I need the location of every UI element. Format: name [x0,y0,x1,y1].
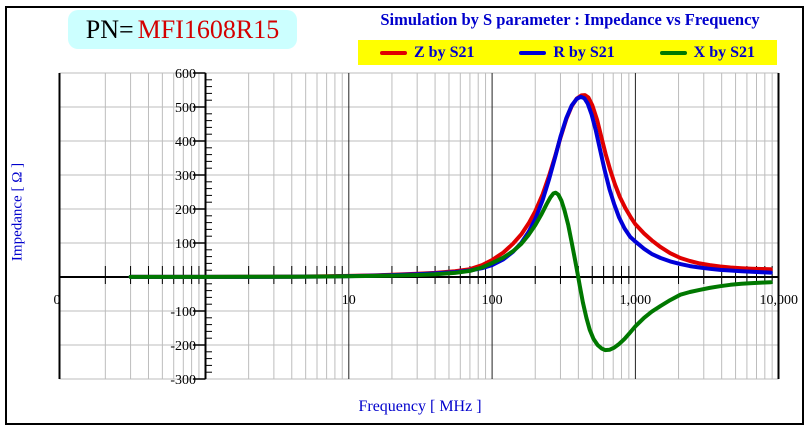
y-tick-label: -100 [170,305,196,320]
figure-border [5,6,804,425]
x-tick-label: 10 [342,293,356,308]
legend-label-r: R by S21 [553,43,615,61]
x-tick-label: 1,000 [620,293,652,308]
gridlines [59,72,779,380]
y-tick-label: -300 [170,373,196,388]
y-axis-title: Impedance [ Ω ] [9,162,26,262]
y-tick-label: 200 [175,203,196,218]
x-tick-label: 0 [54,293,61,308]
tick-labels: 600 500 400 300 200 100 -100 -200 -300 0 10 100 1,00… [54,67,798,388]
chart-title: Simulation by S parameter : Impedance vs… [380,10,760,29]
y-tick-label: 100 [175,237,196,252]
x-axis-title: Frequency [ MHz ] [358,398,482,415]
curve-x [128,190,773,353]
y-tick-label: 500 [175,101,196,116]
legend-label-z: Z by S21 [414,43,475,61]
axes [58,73,780,379]
y-tick-label: 600 [175,67,196,82]
part-number-box: PN= MFI1608R15 [68,10,297,49]
curves [128,93,773,353]
legend-swatch-z [380,50,407,55]
legend-label-x: X by S21 [693,43,755,61]
legend-swatch-r [519,50,547,55]
x-tick-label: 10,000 [759,293,798,308]
curve-r [128,94,773,279]
y-tick-label: -200 [170,339,196,354]
y-tick-label: 300 [175,169,196,184]
legend-item-x: X by S21 [659,43,755,62]
legend-item-z: Z by S21 [380,44,474,62]
legend: Z by S21 R by S21 X by S21 [358,40,777,65]
legend-swatch-x [659,50,687,55]
pn-prefix: PN= [85,14,134,44]
x-tick-label: 100 [482,293,503,308]
curve-z [128,93,773,279]
pn-value: MFI1608R15 [137,14,280,44]
legend-item-r: R by S21 [519,43,615,62]
y-tick-label: 400 [175,135,196,150]
